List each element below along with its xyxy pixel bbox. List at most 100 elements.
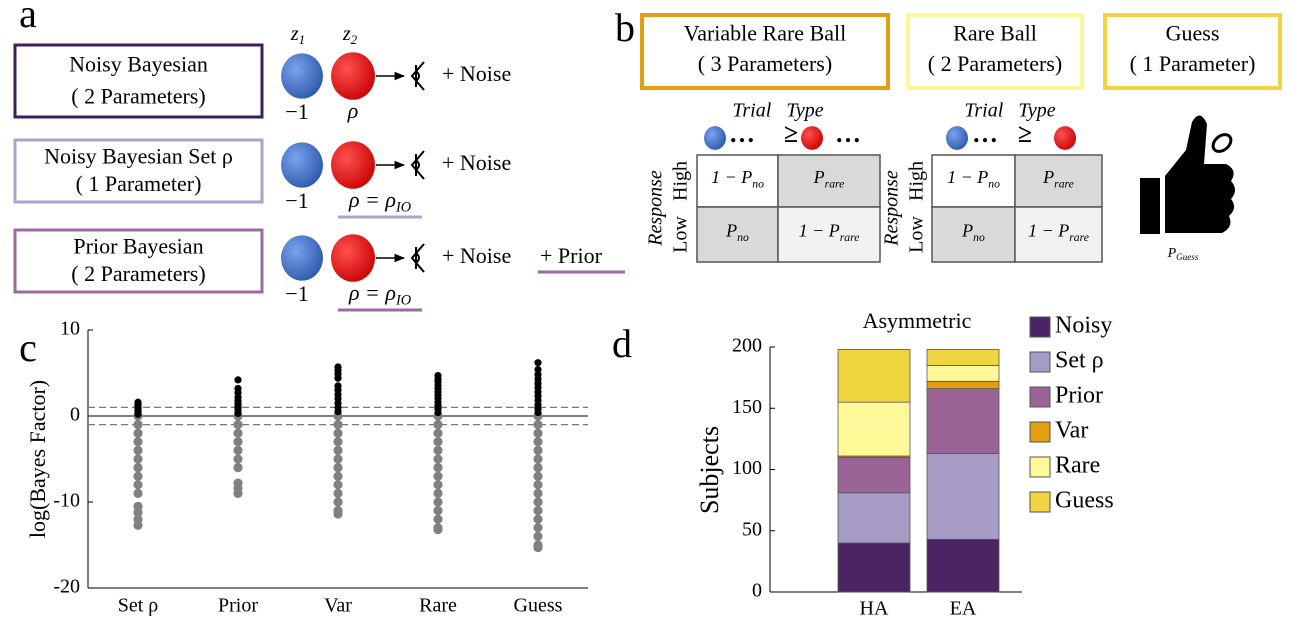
x-tick-label: EA bbox=[950, 598, 977, 620]
bar-segment bbox=[837, 492, 911, 544]
blue-ball bbox=[281, 142, 323, 188]
math-label: ρ = ρIO bbox=[348, 187, 411, 216]
data-point bbox=[233, 420, 243, 430]
data-point bbox=[433, 428, 443, 438]
data-point bbox=[433, 454, 443, 464]
math-base: z bbox=[342, 23, 351, 45]
data-point bbox=[434, 408, 442, 417]
bar-segment bbox=[837, 456, 911, 494]
y-tick-label: 0 bbox=[70, 404, 80, 426]
data-point bbox=[533, 437, 543, 447]
data-point bbox=[534, 408, 542, 417]
model-params: ( 2 Parameters) bbox=[928, 51, 1062, 76]
value-label: −1 bbox=[285, 281, 308, 306]
math-label: PGuess bbox=[1167, 246, 1199, 262]
cell-label: 1 − Pno bbox=[711, 167, 764, 190]
data-point bbox=[233, 454, 243, 464]
table-cell bbox=[1014, 206, 1103, 263]
math-subscript: Guess bbox=[1176, 252, 1199, 262]
math-subscript: no bbox=[752, 177, 764, 190]
x-tick-label: Guess bbox=[514, 595, 563, 617]
math-subscript: no bbox=[988, 177, 1000, 190]
header-mark: … bbox=[835, 119, 861, 148]
data-point bbox=[433, 497, 443, 507]
panel-label: c bbox=[19, 325, 37, 370]
model-box bbox=[13, 138, 264, 204]
legend-swatch bbox=[1029, 316, 1051, 338]
data-point bbox=[433, 506, 443, 516]
coin-icon bbox=[1211, 133, 1233, 153]
table-cell bbox=[931, 206, 1016, 263]
data-point bbox=[433, 463, 443, 473]
math-base: P bbox=[961, 221, 973, 241]
legend-label: Prior bbox=[1055, 383, 1103, 409]
data-point bbox=[233, 463, 243, 473]
data-point bbox=[133, 420, 143, 430]
data-point bbox=[533, 420, 543, 430]
model-name: Guess bbox=[1166, 20, 1220, 45]
data-point bbox=[133, 454, 143, 464]
data-point bbox=[133, 520, 143, 530]
data-point bbox=[333, 497, 343, 507]
red-ball bbox=[801, 126, 823, 150]
table-cell bbox=[696, 206, 779, 263]
math-base: 1 − P bbox=[1028, 221, 1069, 241]
y-tick-label: 200 bbox=[732, 335, 762, 357]
bar-segment bbox=[837, 349, 911, 403]
data-point bbox=[234, 376, 242, 384]
x-tick-label: HA bbox=[860, 598, 889, 620]
data-point bbox=[433, 524, 443, 535]
eye-icon bbox=[410, 243, 425, 273]
data-point bbox=[334, 374, 342, 382]
data-point bbox=[533, 463, 543, 473]
math-subscript: no bbox=[973, 231, 985, 244]
data-point bbox=[533, 471, 543, 481]
data-point bbox=[133, 463, 143, 473]
y-tick-label: 100 bbox=[732, 457, 762, 479]
model-name: Prior Bayesian bbox=[73, 234, 203, 259]
model-params: ( 1 Parameter) bbox=[1130, 51, 1256, 76]
data-point bbox=[233, 428, 243, 438]
table-cell bbox=[777, 206, 881, 263]
blue-ball bbox=[946, 126, 968, 150]
data-point bbox=[333, 454, 343, 464]
data-point bbox=[433, 437, 443, 447]
y-axis-title: Subjects bbox=[695, 426, 724, 514]
model-name: Noisy Bayesian Set ρ bbox=[44, 144, 233, 169]
data-point bbox=[533, 445, 543, 455]
data-point bbox=[433, 488, 443, 498]
legend-swatch bbox=[1029, 351, 1051, 373]
cell-label: Pno bbox=[725, 221, 749, 244]
chart-title: Asymmetric bbox=[863, 308, 972, 333]
data-point bbox=[333, 463, 343, 473]
row-label: Low bbox=[906, 216, 928, 253]
value-label: −1 bbox=[285, 188, 308, 213]
column-title: Trial Type bbox=[732, 100, 823, 122]
math-subscript: rare bbox=[840, 231, 860, 244]
header-mark: ≥ bbox=[784, 119, 798, 148]
cell-label: Pno bbox=[961, 221, 985, 244]
math-label: ρ = ρIO bbox=[348, 280, 411, 309]
legend-swatch bbox=[1029, 491, 1051, 513]
model-name: Variable Rare Ball bbox=[684, 20, 847, 45]
data-point bbox=[433, 471, 443, 481]
math-subscript: rare bbox=[825, 177, 845, 190]
cell-label: 1 − Prare bbox=[1028, 221, 1089, 244]
legend-swatch bbox=[1029, 456, 1051, 478]
data-point bbox=[333, 509, 343, 519]
data-point bbox=[534, 359, 542, 367]
data-point bbox=[533, 523, 543, 533]
model-params: ( 2 Parameters) bbox=[71, 261, 205, 286]
math-base: ρ = ρ bbox=[348, 187, 396, 212]
red-ball bbox=[331, 234, 375, 282]
legend-swatch bbox=[1029, 421, 1051, 443]
header-mark: ≥ bbox=[1018, 119, 1032, 148]
data-point bbox=[433, 420, 443, 430]
data-point bbox=[133, 480, 143, 490]
math-subscript: IO bbox=[395, 293, 411, 309]
data-point bbox=[133, 507, 143, 517]
data-point bbox=[533, 454, 543, 464]
y-tick-label: 0 bbox=[752, 580, 762, 602]
thumb-cuff bbox=[1140, 178, 1160, 234]
